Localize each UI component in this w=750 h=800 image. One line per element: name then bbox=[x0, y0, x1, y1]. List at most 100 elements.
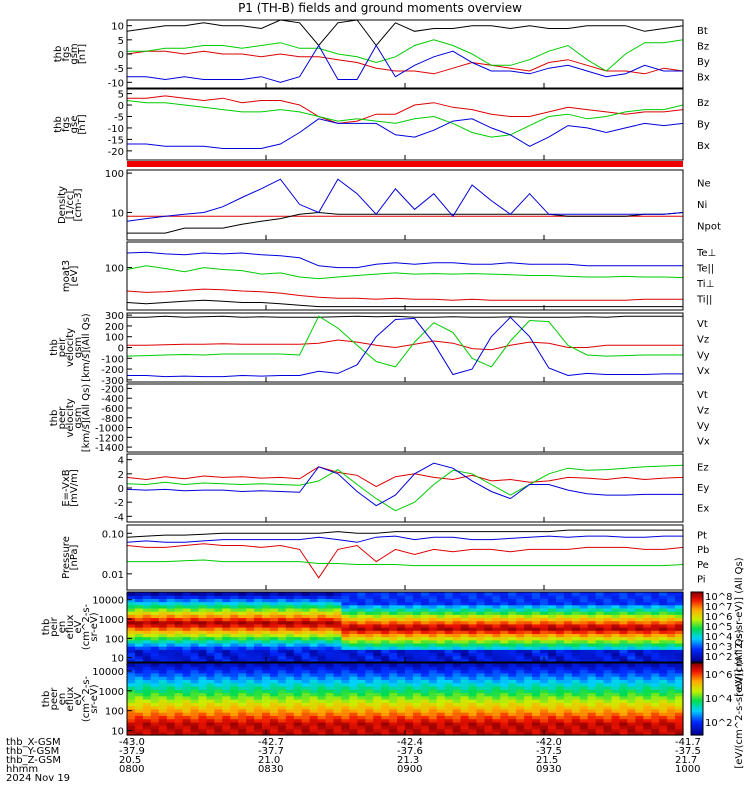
spectrogram-cell bbox=[365, 699, 374, 703]
spectrogram-cell bbox=[301, 669, 311, 674]
spectrogram-cell bbox=[484, 639, 493, 644]
spectrogram-cell bbox=[349, 630, 358, 634]
spectrogram-cell bbox=[166, 695, 176, 700]
spectrogram-cell bbox=[198, 666, 208, 671]
spectrogram-cell bbox=[540, 699, 549, 703]
spectrogram-cell bbox=[492, 611, 501, 615]
spectrogram-cell bbox=[349, 617, 358, 622]
spectrogram-cell bbox=[254, 672, 263, 677]
spectrogram-cell bbox=[460, 642, 470, 647]
spectrogram-cell bbox=[619, 655, 628, 660]
spectrogram-cell bbox=[635, 642, 644, 647]
spectrogram-cell bbox=[285, 702, 295, 707]
spectrogram-cell bbox=[206, 658, 215, 663]
spectrogram-cell bbox=[643, 655, 652, 660]
spectrogram-cell bbox=[627, 646, 636, 650]
spectrogram-cell bbox=[365, 617, 374, 622]
spectrogram-cell bbox=[293, 595, 303, 599]
spectrogram-cell bbox=[158, 601, 168, 606]
spectrogram-cell bbox=[444, 708, 454, 713]
spectrogram-cell bbox=[246, 595, 255, 599]
spectrogram-cell bbox=[214, 725, 223, 730]
spectrogram-cell bbox=[262, 721, 271, 726]
spectrogram-cell bbox=[412, 699, 422, 703]
spectrogram-cell bbox=[627, 655, 636, 660]
colorbar-cell bbox=[691, 688, 703, 691]
spectrogram-cell bbox=[277, 708, 287, 713]
spectrogram-cell bbox=[285, 725, 295, 730]
spectrogram-cell bbox=[238, 712, 247, 716]
spectrogram-cell bbox=[309, 633, 319, 638]
spectrogram-cell bbox=[397, 725, 406, 730]
spectrogram-cell bbox=[532, 617, 541, 622]
spectrogram-cell bbox=[397, 692, 406, 697]
spectrogram-cell bbox=[373, 598, 382, 603]
spectrogram-cell bbox=[142, 658, 152, 663]
spectrogram-cell bbox=[412, 702, 422, 707]
spectrogram-cell bbox=[452, 617, 462, 622]
spectrogram-cell bbox=[563, 692, 573, 697]
spectrogram-cell bbox=[547, 682, 557, 687]
spectrogram-cell bbox=[579, 655, 589, 660]
spectrogram-cell bbox=[166, 702, 176, 707]
spectrogram-cell bbox=[436, 692, 446, 697]
spectrogram-cell bbox=[659, 642, 668, 647]
spectrogram-cell bbox=[357, 630, 366, 634]
spectrogram-cell bbox=[635, 721, 644, 726]
spectrogram-cell bbox=[587, 627, 597, 631]
spectrogram-cell bbox=[476, 715, 486, 720]
spectrogram-cell bbox=[412, 666, 422, 671]
spectrogram-cell bbox=[555, 669, 565, 674]
spectrogram-cell bbox=[420, 601, 430, 606]
y-tick-label: 10000 bbox=[92, 596, 124, 607]
y-tick-label: 10 bbox=[111, 22, 124, 33]
spectrogram-cell bbox=[301, 601, 311, 606]
spectrogram-cell bbox=[428, 682, 438, 687]
spectrogram-cell bbox=[444, 604, 454, 609]
spectrogram-cell bbox=[357, 604, 366, 609]
spectrogram-cell bbox=[190, 595, 200, 599]
spectrogram-cell bbox=[206, 598, 215, 603]
x-axis-tick-x: -42.0 bbox=[536, 737, 562, 748]
spectrogram-cell bbox=[142, 679, 152, 684]
spectrogram-cell bbox=[317, 617, 327, 622]
spectrogram-cell bbox=[341, 655, 350, 660]
spectrogram-cell bbox=[174, 676, 184, 680]
spectrogram-cell bbox=[412, 692, 422, 697]
spectrogram-cell bbox=[238, 689, 247, 694]
spectrogram-cell bbox=[349, 702, 358, 707]
spectrogram-cell bbox=[619, 633, 628, 638]
spectrogram-cell bbox=[317, 652, 327, 657]
spectrogram-cell bbox=[158, 666, 168, 671]
spectrogram-cell bbox=[452, 731, 462, 736]
spectrogram-cell bbox=[540, 712, 549, 716]
spectrogram-cell bbox=[293, 679, 303, 684]
spectrogram-cell bbox=[428, 607, 438, 612]
spectrogram-cell bbox=[635, 617, 644, 622]
spectrogram-cell bbox=[587, 639, 597, 644]
spectrogram-cell bbox=[389, 592, 398, 596]
spectrogram-cell bbox=[540, 614, 549, 619]
colorbar-cell bbox=[691, 604, 703, 607]
y-tick-label: -200 bbox=[101, 365, 124, 376]
spectrogram-cell bbox=[190, 639, 200, 644]
spectrogram-cell bbox=[508, 666, 517, 671]
spectrogram-cell bbox=[452, 607, 462, 612]
spectrogram-cell bbox=[381, 676, 390, 680]
colorbar-cell bbox=[691, 637, 703, 640]
spectrogram-cell bbox=[524, 728, 533, 733]
spectrogram-cell bbox=[134, 672, 144, 677]
spectrogram-cell bbox=[238, 708, 247, 713]
spectrogram-cell bbox=[667, 633, 676, 638]
spectrogram-cell bbox=[333, 712, 343, 716]
spectrogram-cell bbox=[127, 699, 136, 703]
spectrogram-cell bbox=[516, 620, 525, 625]
spectrogram-cell bbox=[158, 598, 168, 603]
spectrogram-cell bbox=[651, 712, 660, 716]
spectrogram-cell bbox=[325, 598, 335, 603]
spectrogram-cell bbox=[524, 689, 533, 694]
spectrogram-cell bbox=[309, 649, 319, 654]
spectrogram-cell bbox=[428, 708, 438, 713]
spectrogram-cell bbox=[484, 630, 493, 634]
